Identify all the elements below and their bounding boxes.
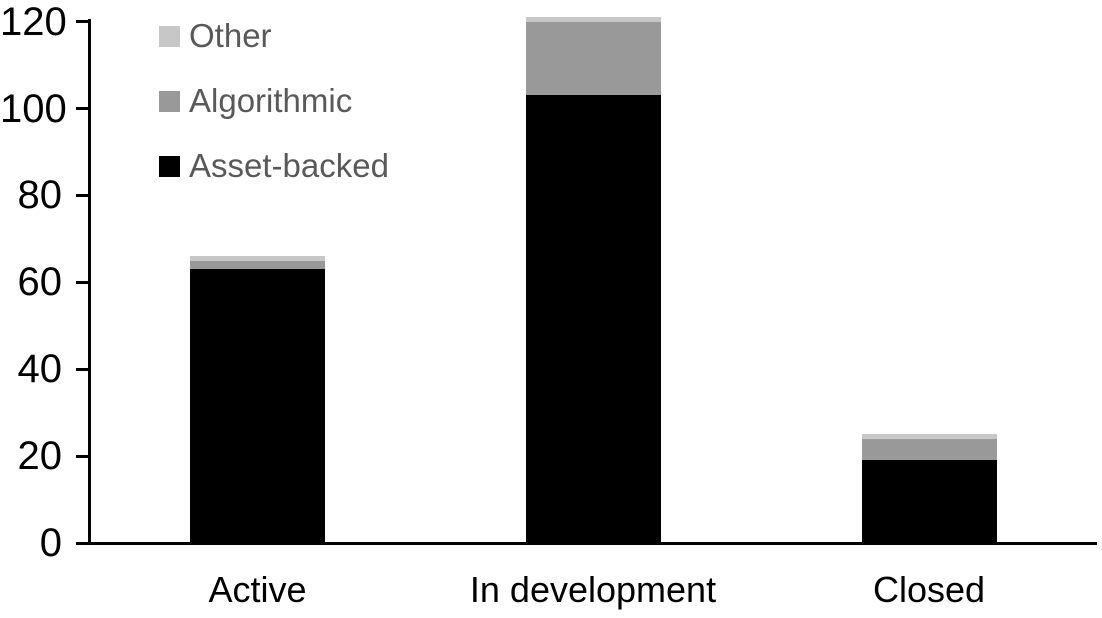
bar-segment-other-closed <box>861 434 997 439</box>
y-tick-mark-120 <box>76 20 89 24</box>
legend-item-algorithmic: Algorithmic <box>159 79 352 123</box>
y-tick-label-60: 60 <box>17 260 63 305</box>
bar-segment-algorithmic-in-development <box>525 21 661 96</box>
y-tick-mark-40 <box>76 367 89 371</box>
y-tick-label-80: 80 <box>17 173 63 218</box>
y-tick-label-20: 20 <box>17 434 63 479</box>
y-tick-mark-0 <box>76 541 89 545</box>
legend-swatch-other <box>159 25 180 47</box>
bar-segment-other-in-development <box>525 17 661 22</box>
legend-label: Asset-backed <box>189 147 389 184</box>
bar-segment-algorithmic-closed <box>861 438 997 461</box>
y-axis-line <box>88 19 91 545</box>
x-axis-label-active: Active <box>208 569 307 610</box>
y-tick-mark-100 <box>76 107 89 110</box>
y-tick-mark-80 <box>76 193 89 197</box>
bar-segment-algorithmic-active <box>190 260 325 270</box>
legend-label: Other <box>189 17 272 54</box>
legend-label: Algorithmic <box>189 82 353 119</box>
bar-segment-other-active <box>190 256 325 261</box>
legend-item-asset-backed: Asset-backed <box>159 144 389 188</box>
y-tick-label-40: 40 <box>17 347 63 392</box>
x-axis-line <box>76 542 1097 545</box>
x-axis-label-in-development: In development <box>469 569 717 610</box>
legend-swatch-algorithmic <box>159 90 180 112</box>
y-tick-mark-20 <box>76 454 89 458</box>
y-tick-label-0: 0 <box>39 521 62 565</box>
y-tick-label-100: 100 <box>0 86 67 131</box>
y-tick-label-120: 120 <box>0 0 67 44</box>
x-axis-label-closed: Closed <box>872 569 986 610</box>
bar-segment-asset-backed-in-development <box>525 95 661 543</box>
legend-item-other: Other <box>159 14 272 58</box>
bar-segment-asset-backed-active <box>190 269 325 543</box>
bar-segment-asset-backed-closed <box>861 460 997 543</box>
y-tick-mark-60 <box>76 280 89 284</box>
legend-swatch-asset-backed <box>159 155 180 177</box>
